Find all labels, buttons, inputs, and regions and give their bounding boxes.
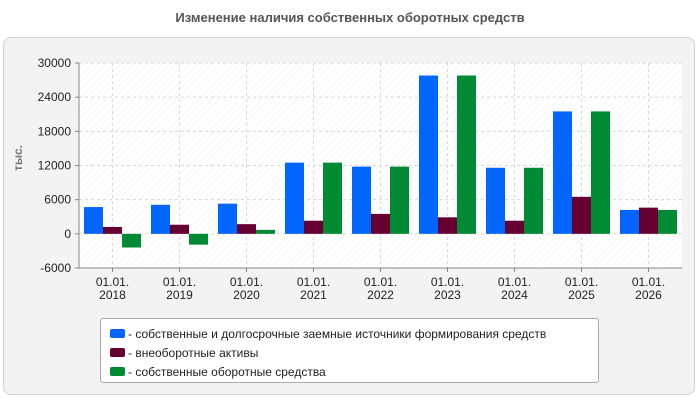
chart-title: Изменение наличия собственных оборотных … <box>175 10 525 25</box>
x-tick-label: 2019 <box>166 288 193 302</box>
bar <box>352 166 371 234</box>
y-tick-label: 24000 <box>38 90 72 104</box>
bar <box>572 196 591 234</box>
bar <box>84 207 103 234</box>
y-tick-label: 0 <box>64 227 71 241</box>
bar <box>486 167 505 234</box>
bar <box>505 220 524 234</box>
bar <box>371 213 390 234</box>
bar <box>553 111 572 234</box>
x-tick-label: 2022 <box>367 288 394 302</box>
legend-label: - собственные и долгосрочные заемные ист… <box>128 326 547 341</box>
bar <box>218 203 237 234</box>
legend-swatch <box>110 329 125 338</box>
x-tick-label: 2018 <box>99 288 126 302</box>
y-tick-label: 18000 <box>38 124 72 138</box>
x-tick-label: 01.01. <box>498 275 531 289</box>
y-tick-label: 12000 <box>38 159 72 173</box>
bar <box>390 166 409 234</box>
bar <box>419 75 438 234</box>
bar <box>189 233 208 245</box>
bar <box>151 204 170 234</box>
x-tick-label: 01.01. <box>96 275 129 289</box>
y-tick-label: 30000 <box>38 56 72 70</box>
x-tick-label: 01.01. <box>297 275 330 289</box>
x-tick-label: 01.01. <box>565 275 598 289</box>
x-tick-label: 01.01. <box>230 275 263 289</box>
y-axis-label: тыс. <box>11 145 25 171</box>
x-tick-label: 01.01. <box>431 275 464 289</box>
x-tick-label: 2026 <box>635 288 662 302</box>
chart-legend: - собственные и долгосрочные заемные ист… <box>100 318 599 383</box>
y-tick-label: -6000 <box>40 261 71 275</box>
legend-label: - внеоборотные активы <box>128 345 259 360</box>
bar <box>639 207 658 234</box>
legend-swatch <box>110 367 125 376</box>
bar <box>237 224 256 234</box>
bar <box>122 233 141 248</box>
bar <box>256 229 275 234</box>
x-tick-label: 2020 <box>233 288 260 302</box>
bar <box>658 209 677 234</box>
bar <box>620 209 639 234</box>
legend-item: - собственные оборотные средства <box>110 362 598 381</box>
y-tick-label: 6000 <box>44 193 71 207</box>
bar <box>438 217 457 234</box>
bar <box>304 220 323 234</box>
bar <box>103 227 122 234</box>
legend-item: - собственные и долгосрочные заемные ист… <box>110 324 598 343</box>
bar <box>457 75 476 234</box>
legend-swatch <box>110 348 125 357</box>
x-tick-label: 01.01. <box>632 275 665 289</box>
bar <box>170 224 189 234</box>
x-tick-label: 2025 <box>568 288 595 302</box>
x-tick-label: 01.01. <box>163 275 196 289</box>
bar <box>323 162 342 234</box>
legend-item: - внеоборотные активы <box>110 343 598 362</box>
x-tick-label: 2021 <box>300 288 327 302</box>
bar <box>285 162 304 234</box>
legend-label: - собственные оборотные средства <box>128 364 326 379</box>
bar <box>591 111 610 234</box>
x-tick-label: 01.01. <box>364 275 397 289</box>
x-tick-label: 2024 <box>501 288 528 302</box>
bar <box>524 167 543 234</box>
x-tick-label: 2023 <box>434 288 461 302</box>
